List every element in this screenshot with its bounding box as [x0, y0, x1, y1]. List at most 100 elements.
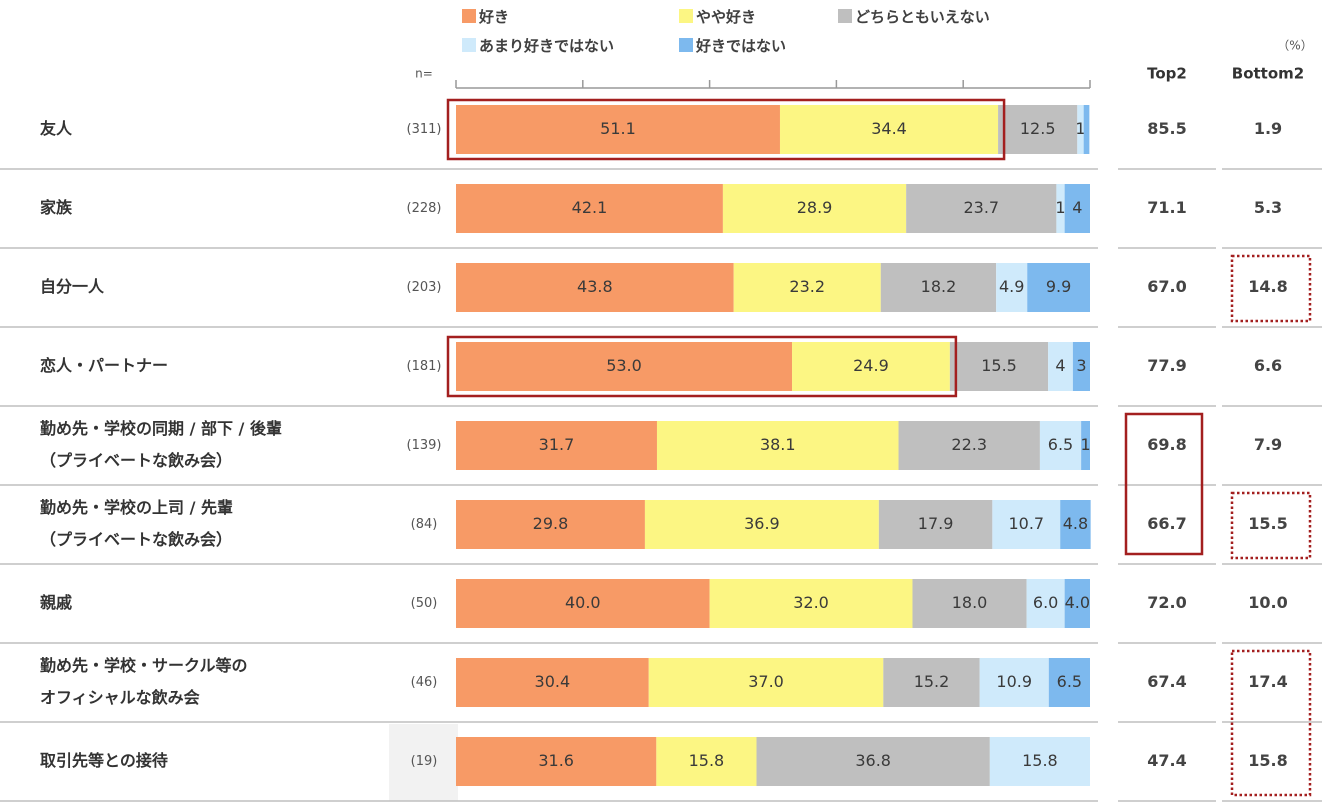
- bottom2-value: 15.8: [1248, 751, 1287, 770]
- bar-segment: [456, 105, 780, 154]
- legend-label: 好きではない: [696, 37, 787, 55]
- bar-segment: [733, 263, 881, 312]
- n-value: (228): [407, 201, 442, 216]
- segment-value: 18.2: [921, 277, 957, 296]
- bar-segment: [656, 421, 899, 470]
- bar-segment: [883, 658, 980, 707]
- bar-segment: [1064, 579, 1090, 628]
- legend-item: あまり好きではない: [462, 35, 614, 56]
- bar-segment: [989, 737, 1090, 786]
- segment-value: 12.5: [1020, 119, 1056, 138]
- category-label: 友人: [40, 119, 73, 138]
- category-label: 勤め先・学校の同期 / 部下 / 後輩: [40, 419, 282, 438]
- bar-segment: [1072, 342, 1090, 391]
- bar-segment: [979, 658, 1049, 707]
- category-label: 家族: [40, 198, 73, 217]
- n-label: n=: [415, 67, 433, 81]
- segment-value: 28.9: [797, 198, 833, 217]
- segment-value: 36.8: [855, 751, 891, 770]
- legend-swatch: [462, 9, 476, 23]
- top2-value: 67.4: [1147, 672, 1186, 691]
- bar-segment: [880, 263, 997, 312]
- bar-segment: [996, 263, 1028, 312]
- bar-segment: [1060, 500, 1091, 549]
- segment-value: 15.8: [689, 751, 725, 770]
- bottom2-dotted-highlight: [1230, 649, 1312, 797]
- segment-value: 17.9: [918, 514, 954, 533]
- bar-segment: [456, 658, 649, 707]
- bar-segment: [1081, 421, 1090, 470]
- bar-segment: [898, 421, 1040, 470]
- bar-segment: [998, 105, 1078, 154]
- bottom2-value: 15.5: [1248, 514, 1287, 533]
- category-label: （プライベートな飲み会）: [40, 451, 232, 470]
- legend-item: 好き: [462, 6, 509, 27]
- segment-value: 10.9: [996, 672, 1032, 691]
- bar-segment: [1064, 184, 1090, 233]
- segment-value: 36.9: [744, 514, 780, 533]
- n-value: (139): [407, 438, 442, 453]
- bar-segment: [1048, 342, 1073, 391]
- bar-segment: [912, 579, 1027, 628]
- legend-swatch: [462, 38, 476, 52]
- n-value: (181): [407, 359, 442, 374]
- bar-segment: [1039, 421, 1082, 470]
- bar-segment: [878, 500, 993, 549]
- bar-segment: [456, 500, 645, 549]
- legend-item: 好きではない: [679, 35, 786, 56]
- segment-value: 34.4: [871, 119, 907, 138]
- segment-value: 6.5: [1057, 672, 1082, 691]
- bar-segment: [792, 342, 950, 391]
- bottom2-dotted-highlight: [1230, 491, 1312, 560]
- top2-value: 66.7: [1147, 514, 1186, 533]
- category-label: 自分一人: [40, 277, 105, 296]
- category-label: オフィシャルな飲み会: [40, 688, 200, 707]
- bottom2-value: 10.0: [1248, 593, 1287, 612]
- bar-segment: [648, 658, 884, 707]
- top2-value: 85.5: [1147, 119, 1186, 138]
- top2-highlight-box: [446, 98, 1006, 161]
- segment-value: 6.0: [1033, 593, 1058, 612]
- bar-segment: [1048, 658, 1090, 707]
- top2-value: 47.4: [1147, 751, 1186, 770]
- segment-value: 1: [1055, 198, 1065, 217]
- bottom2-value: 1.9: [1254, 119, 1282, 138]
- segment-value: 4: [1072, 198, 1082, 217]
- segment-value: 4.0: [1065, 593, 1090, 612]
- segment-value: 4.8: [1063, 514, 1088, 533]
- bar-segment: [644, 500, 879, 549]
- bar-segment: [1027, 263, 1090, 312]
- top2-value: 77.9: [1147, 356, 1186, 375]
- segment-value: 4.9: [999, 277, 1024, 296]
- top2-value: 72.0: [1147, 593, 1186, 612]
- bottom2-value: 14.8: [1248, 277, 1287, 296]
- segment-value: 53.0: [606, 356, 642, 375]
- top2-value: 69.8: [1147, 435, 1186, 454]
- n-value: (203): [407, 280, 442, 295]
- category-label: 勤め先・学校・サークル等の: [40, 656, 248, 675]
- top2-header: Top2: [1147, 65, 1187, 83]
- category-label: （プライベートな飲み会）: [40, 530, 232, 549]
- segment-value: 23.7: [963, 198, 999, 217]
- bar-segment: [1083, 105, 1090, 154]
- category-label: 親戚: [40, 593, 72, 612]
- top2-value: 71.1: [1147, 198, 1186, 217]
- segment-value: 4: [1055, 356, 1065, 375]
- bar-segment: [992, 500, 1061, 549]
- n-value: (46): [411, 675, 438, 690]
- segment-value: 43.8: [577, 277, 613, 296]
- bottom2-value: 17.4: [1248, 672, 1287, 691]
- n-value: (311): [407, 122, 442, 137]
- bottom2-dotted-highlight: [1230, 254, 1312, 323]
- bottom2-value: 7.9: [1254, 435, 1282, 454]
- segment-value: 29.8: [533, 514, 569, 533]
- bottom2-value: 5.3: [1254, 198, 1282, 217]
- legend-label: やや好き: [696, 8, 757, 26]
- bar-segment: [456, 263, 734, 312]
- legend-label: あまり好きではない: [479, 37, 615, 55]
- legend-swatch: [838, 9, 852, 23]
- bar-segment: [456, 737, 657, 786]
- segment-value: 18.0: [952, 593, 988, 612]
- segment-value: 15.2: [914, 672, 950, 691]
